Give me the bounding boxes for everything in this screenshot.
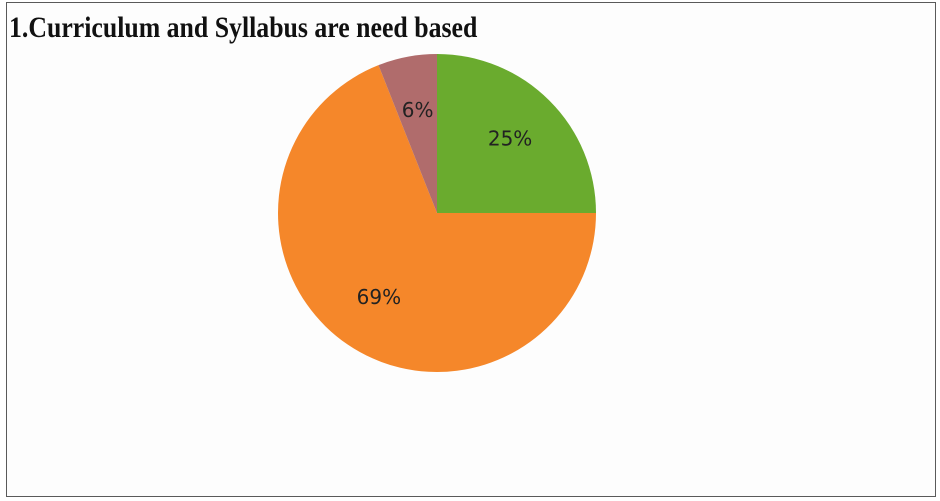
pie-slice-2 (278, 65, 596, 373)
slice-label-3: 6% (402, 98, 434, 122)
slice-label-2: 69% (357, 285, 401, 309)
pie-slice-1 (437, 54, 596, 213)
slice-label-1: 25% (488, 126, 532, 150)
pie-slice-3 (378, 54, 437, 213)
chart-title: 1.Curriculum and Syllabus are need based (9, 11, 478, 44)
